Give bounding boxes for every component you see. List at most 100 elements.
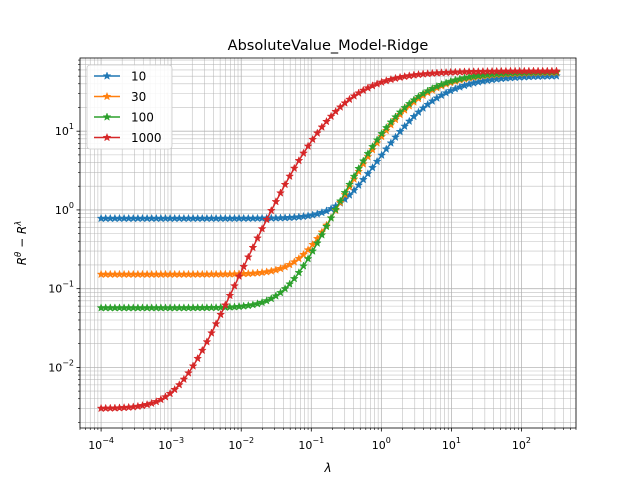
series-30-point	[358, 159, 368, 168]
series-1000-point	[230, 281, 239, 290]
series-100-point	[363, 148, 373, 158]
chart-title: AbsoluteValue_Model-Ridge	[228, 38, 429, 54]
legend: 10 30 100 1000	[86, 64, 173, 150]
x-axis-label: λ	[323, 461, 331, 475]
series-100-point	[280, 284, 290, 293]
series-100-point	[381, 123, 391, 132]
series-1000-point	[326, 111, 336, 121]
series-100-point	[340, 188, 350, 197]
series-30-point	[354, 166, 364, 176]
series-100-point	[299, 261, 308, 270]
series-1000-point	[188, 361, 198, 370]
plot-frame	[79, 57, 577, 429]
legend-label: 100	[131, 111, 154, 125]
legend-label: 30	[131, 90, 146, 104]
series-100-point	[358, 156, 368, 165]
series-100-point	[372, 135, 382, 144]
x-tick-label: 102	[512, 436, 531, 452]
legend-label: 1000	[131, 131, 162, 145]
series-10-point	[372, 156, 382, 166]
series-30-point	[391, 114, 400, 124]
series-1000-point	[220, 300, 230, 309]
series-10-point	[358, 174, 368, 184]
series-10-point	[377, 150, 387, 160]
series-1000-point	[234, 271, 244, 281]
series-100-point	[368, 141, 377, 151]
y-axis-label: Rθ − Rλ	[14, 221, 29, 266]
legend-label: 10	[131, 70, 146, 84]
series-100-point	[317, 230, 327, 239]
series-30-point	[368, 145, 377, 154]
series-1000	[96, 66, 561, 413]
legend-marker	[102, 132, 112, 142]
series-30-point	[372, 138, 382, 147]
x-tick-label: 10−4	[88, 436, 114, 452]
y-axis-label-sup2: λ	[14, 221, 24, 227]
series-1000-point	[207, 328, 216, 337]
series-1000-point	[184, 368, 193, 377]
series-1000-point	[193, 353, 203, 363]
x-tick-label: 10−3	[158, 436, 184, 452]
legend-marker	[102, 112, 112, 121]
series-10-point	[400, 121, 410, 131]
series-100-point	[326, 213, 336, 222]
series-100-point	[285, 279, 295, 288]
series-1000-point	[276, 188, 285, 197]
legend-marker	[102, 91, 112, 101]
series-10	[96, 71, 561, 223]
series-100-point	[345, 179, 354, 189]
series-1000-point	[248, 242, 258, 252]
x-axis-ticks: 10−4 10−3 10−2 10−1 100 101 102	[79, 428, 577, 452]
y-tick-label: 10−2	[48, 358, 74, 374]
series-10-point	[391, 132, 400, 142]
series-100-point	[349, 171, 359, 181]
y-axis-ticks: 10−2 10−1 100 101	[48, 59, 80, 423]
y-axis-label-base: R	[15, 257, 29, 265]
series-100-point	[335, 196, 345, 205]
series-10-point	[363, 169, 373, 178]
series-1000-point	[253, 233, 262, 242]
y-axis-label-mid: − R	[15, 226, 29, 252]
x-tick-label: 10−1	[298, 436, 324, 452]
series-100-point	[303, 254, 313, 263]
series-100-point	[294, 267, 304, 277]
series-30-point	[381, 125, 391, 135]
y-tick-label: 10−1	[48, 280, 74, 296]
series-30-point	[299, 249, 308, 259]
x-tick-label: 100	[372, 436, 391, 452]
series-1000-point	[262, 214, 272, 224]
series-1000-point	[225, 290, 235, 300]
series-100-point	[391, 112, 400, 121]
series-1000-point	[170, 384, 180, 394]
series-100-point	[308, 246, 318, 255]
series-1000-point	[257, 224, 267, 233]
series-100-point	[386, 117, 396, 126]
series-1000-point	[312, 128, 322, 137]
series-1000-point	[239, 261, 249, 271]
series-100-point	[377, 128, 387, 138]
legend-box	[86, 64, 173, 150]
series-30-point	[363, 152, 373, 161]
series-10-point	[368, 162, 377, 172]
series-10-point	[381, 144, 391, 153]
series-30-point	[395, 109, 405, 119]
series-1000-point	[216, 309, 226, 319]
series-10-point	[395, 126, 405, 136]
series-1000-point	[174, 380, 184, 389]
series-1000-point	[322, 116, 331, 126]
series-1000-point	[299, 148, 308, 158]
series-1000-point	[303, 141, 313, 150]
series-100-point	[289, 273, 299, 283]
series-30-point	[303, 245, 313, 254]
series-30-point	[377, 131, 387, 141]
series-100-point	[395, 107, 405, 116]
series-1000-point	[211, 319, 221, 328]
y-tick-label: 100	[55, 201, 74, 217]
series-1000-point	[294, 155, 304, 165]
series-1000-point	[552, 66, 561, 75]
series-1000-point	[197, 345, 207, 355]
series-100-point	[354, 163, 364, 173]
series-1000-point	[271, 196, 281, 206]
series-1000-point	[266, 205, 276, 215]
